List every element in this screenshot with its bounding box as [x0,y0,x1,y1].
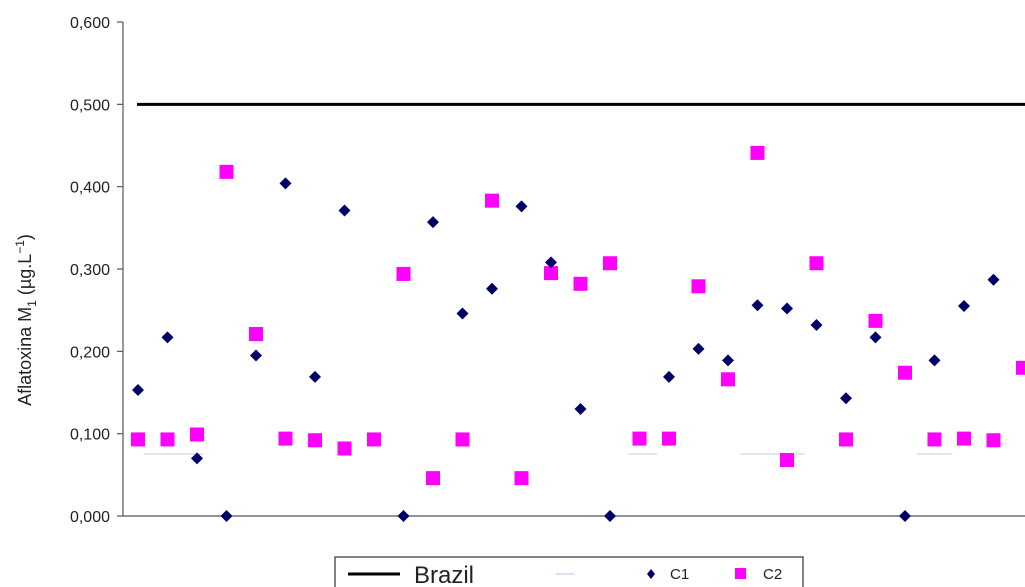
c1-point [545,256,557,269]
c1-point [427,216,439,229]
y-axis: 0,000 0,100 0,200 0,300 0,400 0,500 0,600 [70,15,1025,526]
c2-point [485,193,499,208]
c2-point [809,256,824,271]
y-tick-label: 0,400 [70,180,110,197]
c1-point [810,318,823,331]
c1-point [486,282,498,295]
c2-point [426,471,440,486]
y-tick-label: 0,300 [70,262,110,279]
c1-point [515,200,528,213]
legend: Brazil C1 C2 [334,556,804,587]
c1-point [722,354,734,367]
c1-point [987,273,1000,286]
c2-point [721,372,735,387]
c2-point [219,164,234,179]
c2-point [190,427,204,442]
legend-c1-swatch [647,569,655,579]
c2-point [839,432,853,447]
y-tick-label: 0,500 [70,97,110,114]
c1-point [309,370,321,383]
y-axis-title: Aflatoxina M1 (µg.L−1) [13,234,39,406]
c1-point [958,300,970,313]
c1-point [191,452,203,465]
c2-point [603,256,617,271]
c2-point [927,432,942,447]
legend-c2-label: C2 [763,566,782,583]
c2-point [337,441,352,456]
c2-point [131,432,145,447]
y-tick-label: 0,100 [70,427,110,444]
c2-point [691,279,706,294]
c2-point [249,327,263,342]
c1-point [604,510,616,522]
c2-point [957,431,971,446]
y-axis-title-subscript: 1 [25,300,39,307]
c1-point [397,510,410,522]
y-tick-label: 0,000 [70,509,110,526]
c2-point [544,266,558,281]
c2-point [662,431,676,446]
c2-point [1016,360,1025,375]
legend-c2-swatch [735,568,746,579]
c1-point [869,331,882,344]
c1-point [899,510,911,522]
legend-box [334,556,804,587]
c2-point [780,453,794,468]
c1-point [250,349,262,362]
y-axis-title-main: Aflatoxina M [15,307,35,406]
svg-text:Aflatoxina M1 (µg.L−1): Aflatoxina M1 (µg.L−1) [13,234,39,406]
c2-point [396,266,411,281]
c1-point [692,342,705,355]
c1-point [456,307,469,320]
c2-point [573,276,588,291]
c1-point [279,177,292,190]
c2-point [868,313,883,328]
c2-point [160,432,175,447]
c2-point [986,433,1001,448]
c1-point [928,354,941,367]
c1-point [574,402,587,415]
y-axis-title-superscript: −1 [13,240,27,254]
c1-point [663,370,675,383]
legend-c1-label: C1 [670,566,689,583]
c2-point [278,431,293,446]
c1-point [840,392,852,405]
c1-point [161,331,174,344]
y-tick-label: 0,200 [70,344,110,361]
c2-point [898,365,912,380]
c1-point [220,510,233,522]
c2-point [750,145,765,160]
legend-brazil-label: Brazil [414,562,474,587]
c2-point [632,431,647,446]
markers [131,145,1025,522]
c2-point [514,471,529,486]
c1-point [781,302,793,315]
c2-point [308,433,322,448]
y-axis-title-close: ) [15,234,35,240]
c2-point [367,432,381,447]
y-axis-title-unit: (µg.L [15,254,35,300]
c1-point [751,299,764,312]
c1-point [338,204,351,217]
c1-point [132,384,144,397]
y-tick-label: 0,600 [70,15,110,32]
c2-point [455,432,470,447]
